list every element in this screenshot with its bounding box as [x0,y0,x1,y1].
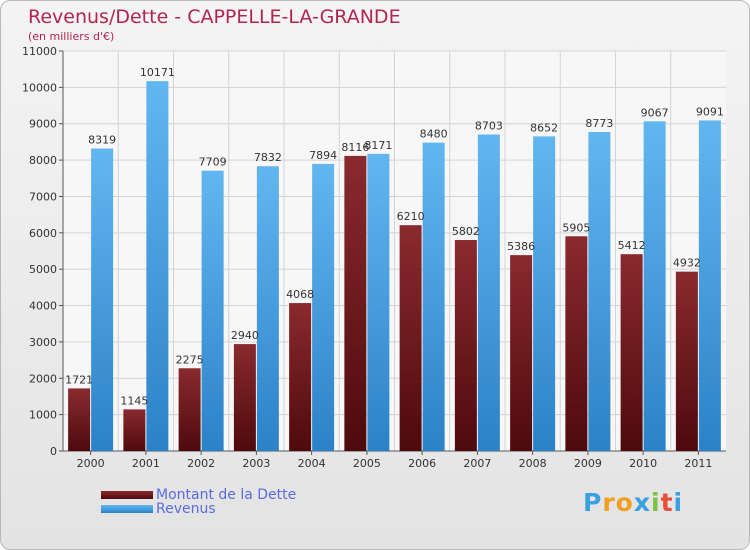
logo-letter: o [615,488,634,517]
x-tick-label: 2004 [298,457,326,470]
data-label-revenus: 7894 [309,149,337,162]
data-label-dette: 1145 [120,394,148,407]
data-label-dette: 8116 [341,141,369,154]
chart-title: Revenus/Dette - CAPPELLE-LA-GRANDE [28,6,401,28]
y-tick-label: 0 [50,445,57,458]
axes: 0 1000 2000 3000 4000 5000 6000 7000 8000 9000 100… [22,45,726,470]
logo-letter: x [633,488,651,517]
y-tick-label: 2000 [29,372,57,385]
legend-swatch-revenus [101,505,153,513]
x-tick-label: 2000 [77,457,105,470]
x-tick-label: 2010 [629,457,657,470]
y-tick-label: 3000 [29,336,57,349]
legend-swatch-dette [101,491,153,499]
bar-dette [510,255,533,451]
bar-dette [675,271,698,451]
data-label-revenus: 8319 [88,133,116,146]
bar-revenus [312,163,335,452]
data-label-revenus: 8652 [530,121,558,134]
logo-letter: P [583,488,603,517]
data-label-dette: 2940 [231,329,259,342]
bar-dette [399,225,422,451]
bar-revenus [91,148,114,451]
data-label-dette: 5802 [452,225,480,238]
gridlines [63,50,726,452]
bar-revenus [422,142,445,452]
data-label-revenus: 8773 [585,117,613,130]
y-tick-label: 5000 [29,263,57,276]
data-label-revenus: 7709 [199,156,227,169]
x-tick-label: 2006 [408,457,436,470]
bar-dette [344,155,367,451]
bar-dette [620,254,643,451]
data-label-dette: 4932 [673,257,701,270]
x-tick-label: 2008 [519,457,547,470]
y-tick-label: 1000 [29,409,57,422]
x-tick-label: 2001 [132,457,160,470]
bar-revenus [588,131,611,451]
bar-dette [68,388,91,451]
data-label-revenus: 8480 [420,128,448,141]
bars [68,81,721,452]
proxiti-logo: Proxiti [583,488,683,517]
data-label-revenus: 9067 [641,106,669,119]
bar-revenus [698,120,721,451]
x-tick-label: 2002 [187,457,215,470]
data-label-dette: 4068 [286,288,314,301]
bar-revenus [146,81,169,452]
bar-revenus [533,136,556,451]
bar-dette [289,303,312,451]
bar-revenus [477,134,500,451]
legend-item-dette: Montant de la Dette [101,487,296,503]
data-label-revenus: 8703 [475,120,503,133]
y-tick-label: 9000 [29,118,57,131]
data-label-dette: 2275 [176,353,204,366]
y-tick-label: 11000 [22,45,57,58]
data-label-revenus: 8171 [364,139,392,152]
bar-revenus [201,170,224,451]
legend-item-revenus: Revenus [101,501,216,517]
data-labels: 1721 8319 1145 10171 2275 7709 2940 7832 4068 789… [65,66,724,407]
chart-subtitle: (en milliers d'€) [28,30,115,43]
y-tick-label: 4000 [29,300,57,313]
y-tick-label: 10000 [22,81,57,94]
bar-dette [233,344,256,451]
x-tick-label: 2007 [463,457,491,470]
bar-dette [454,240,477,451]
x-tick-label: 2005 [353,457,381,470]
data-label-revenus: 9091 [696,105,724,118]
bar-revenus [367,153,390,451]
legend-label-revenus: Revenus [156,501,216,517]
data-label-dette: 1721 [65,373,93,386]
data-label-dette: 5905 [562,221,590,234]
data-label-revenus: 7832 [254,151,282,164]
data-label-dette: 6210 [397,210,425,223]
y-tick-label: 8000 [29,154,57,167]
x-tick-label: 2003 [242,457,270,470]
bar-revenus [643,121,666,452]
data-label-revenus: 10171 [140,66,175,79]
bar-dette [565,236,588,451]
bar-dette [178,368,201,451]
legend-label-dette: Montant de la Dette [156,487,297,503]
data-label-dette: 5386 [507,240,535,253]
bar-revenus [256,166,279,451]
logo-letter: i [651,488,661,517]
logo-letter: r [602,488,616,517]
y-tick-label: 7000 [29,190,57,203]
logo-letter: t [660,488,674,517]
x-tick-label: 2011 [684,457,712,470]
x-tick-label: 2009 [574,457,602,470]
y-tick-label: 6000 [29,227,57,240]
logo-letter: i [673,488,684,517]
data-label-dette: 5412 [618,239,646,252]
bar-dette [123,409,146,451]
